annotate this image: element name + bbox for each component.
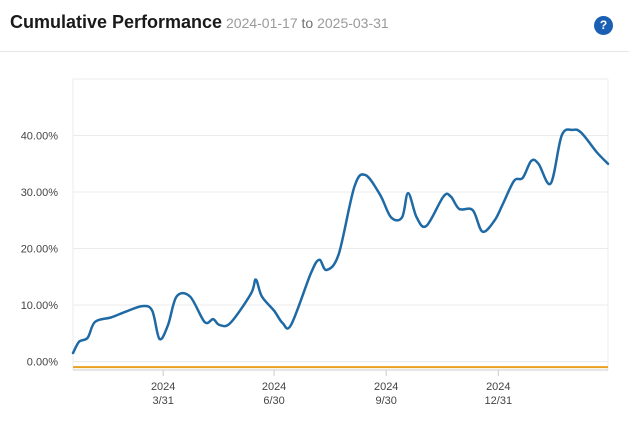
x-tick-label: 6/30 (263, 395, 284, 407)
date-end: 2025-03-31 (317, 15, 389, 31)
chart-title: Cumulative Performance (10, 12, 223, 32)
date-separator: to (301, 15, 314, 31)
axis-layer: 0.00% 10.00% 20.00% 30.00% 40.00% 2024 3/31 202… (21, 131, 608, 407)
grid-layer (72, 78, 609, 370)
y-tick-label: 0.00% (27, 357, 58, 369)
x-tick-label: 3/31 (152, 395, 173, 407)
y-tick-label: 30.00% (21, 187, 59, 199)
chart-header: Cumulative Performance 2024-01-17 to 202… (0, 0, 629, 52)
performance-series-line (71, 128, 610, 355)
date-range: 2024-01-17 to 2025-03-31 (226, 15, 389, 31)
y-tick-label: 20.00% (21, 244, 59, 256)
series-layer (71, 128, 610, 369)
x-tick-label: 12/31 (485, 395, 513, 407)
x-tick-year: 2024 (151, 381, 175, 393)
cumulative-performance-chart: 0.00% 10.00% 20.00% 30.00% 40.00% 2024 3/31 202… (21, 78, 610, 407)
y-tick-label: 10.00% (21, 300, 59, 312)
y-tick-label: 40.00% (21, 131, 59, 143)
x-tick-year: 2024 (262, 381, 286, 393)
x-tick-year: 2024 (486, 381, 510, 393)
help-icon[interactable]: ? (594, 16, 613, 35)
x-tick-year: 2024 (374, 381, 398, 393)
x-tick-label: 9/30 (375, 395, 396, 407)
date-start: 2024-01-17 (226, 15, 298, 31)
